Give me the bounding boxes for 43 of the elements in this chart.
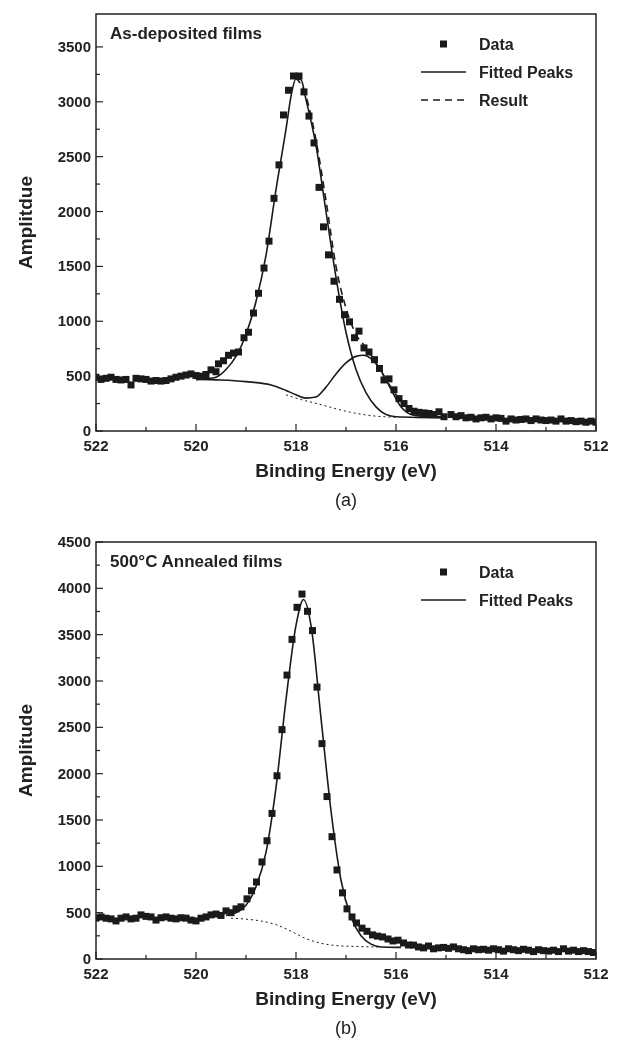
x-tick-label: 522 [83, 965, 109, 982]
text: (a) [335, 490, 357, 510]
x-tick-label: 512 [583, 437, 609, 454]
x-tick-label: 514 [483, 437, 510, 454]
y-tick-label: 2500 [57, 147, 91, 165]
x-tick-label: 518 [283, 437, 309, 454]
text: (b) [335, 1018, 357, 1038]
x-axis-title: Binding Energy (eV) [255, 988, 437, 1009]
legend-label: Data [479, 564, 514, 581]
x-tick-label: 516 [383, 965, 409, 982]
y-tick-label: 3000 [57, 92, 91, 110]
y-tick-label: 2000 [57, 202, 91, 220]
legend-label: Result [479, 92, 529, 109]
x-tick-label: 520 [183, 437, 209, 454]
y-tick-label: 1500 [57, 257, 91, 275]
y-tick-label: 3500 [57, 37, 91, 55]
y-tick-label: 1000 [57, 857, 91, 875]
x-tick-label: 512 [583, 965, 609, 982]
legend-label: Fitted Peaks [479, 64, 574, 81]
x-tick-label: 520 [183, 965, 209, 982]
legend-label: Fitted Peaks [479, 592, 574, 609]
text: As-deposited films [110, 24, 263, 43]
y-tick-label: 4000 [57, 579, 91, 597]
y-tick-label: 500 [65, 903, 91, 921]
y-tick-label: 500 [65, 367, 91, 385]
legend-label: Data [479, 36, 514, 53]
y-tick-label: 4500 [57, 533, 91, 550]
y-axis-title: Amplitdue [15, 176, 36, 269]
text: 500°C Annealed films [110, 552, 283, 571]
y-tick-label: 0 [82, 950, 91, 967]
y-tick-label: 2500 [57, 718, 91, 736]
y-tick-label: 3000 [57, 672, 91, 689]
x-tick-label: 514 [483, 965, 510, 982]
y-tick-label: 1500 [57, 811, 91, 828]
y-tick-label: 3500 [57, 625, 91, 643]
y-tick-label: 2000 [57, 764, 91, 782]
x-tick-label: 516 [383, 437, 409, 454]
y-tick-label: 1000 [57, 312, 91, 330]
y-axis-title: Amplitude [15, 704, 36, 797]
x-tick-label: 518 [283, 965, 309, 982]
x-tick-label: 522 [83, 437, 109, 454]
x-axis-title: Binding Energy (eV) [255, 460, 437, 481]
y-tick-label: 0 [82, 422, 91, 439]
